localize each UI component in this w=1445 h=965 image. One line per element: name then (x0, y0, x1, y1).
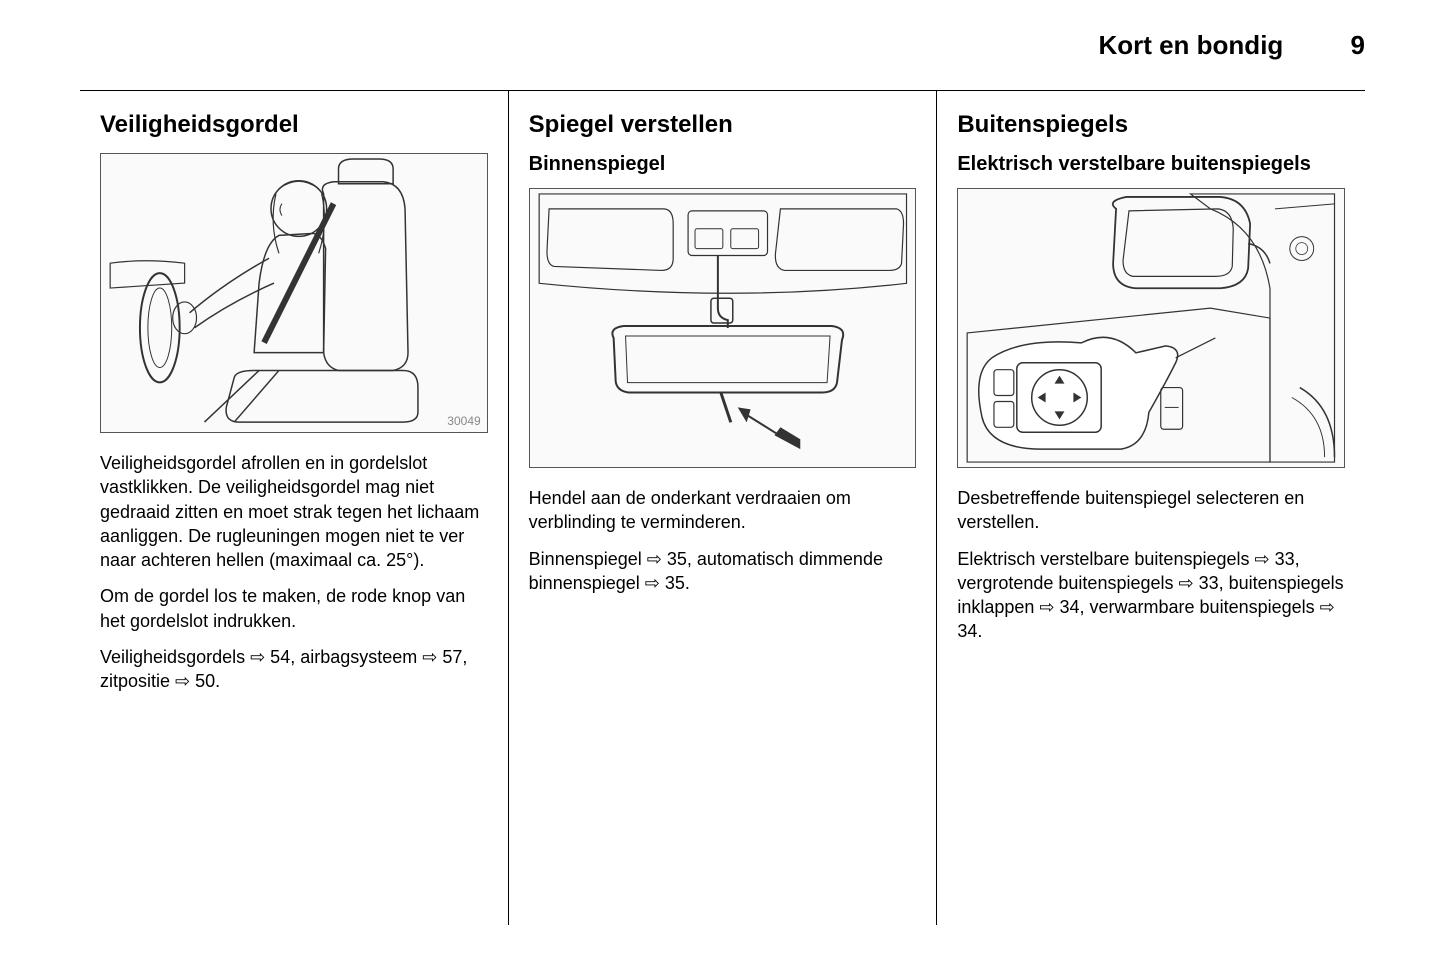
chapter-title: Kort en bondig (1098, 30, 1283, 60)
col3-para2: Elektrisch verstelbare buitenspiegels ⇨ … (957, 547, 1345, 644)
col3-subheading: Elektrisch verstelbare buitenspiegels (957, 153, 1345, 176)
col1-para3: Veiligheidsgordels ⇨ 54, airbagsysteem ⇨… (100, 645, 488, 694)
column-3: Buitenspiegels Elektrisch verstelbare bu… (937, 91, 1365, 925)
col1-para1: Veiligheidsgordel afrollen en in gordels… (100, 451, 488, 572)
exterior-mirror-illustration (957, 188, 1345, 468)
page-number: 9 (1351, 30, 1365, 60)
col3-para1: Desbetreffende buitenspiegel selecteren … (957, 486, 1345, 535)
illustration-id: 30049 (447, 414, 480, 428)
interior-mirror-illustration (529, 188, 917, 468)
col2-subheading: Binnenspiegel (529, 153, 917, 176)
col1-para2: Om de gordel los te maken, de rode knop … (100, 584, 488, 633)
content-area: Veiligheidsgordel (80, 90, 1365, 925)
page-header: Kort en bondig 9 (1098, 30, 1365, 61)
column-2: Spiegel verstellen Binnenspiegel (509, 91, 938, 925)
col2-para2: Binnenspiegel ⇨ 35, automatisch dimmende… (529, 547, 917, 596)
col2-heading: Spiegel verstellen (529, 111, 917, 139)
column-1: Veiligheidsgordel (80, 91, 509, 925)
col2-para1: Hendel aan de onderkant verdraaien om ve… (529, 486, 917, 535)
col1-heading: Veiligheidsgordel (100, 111, 488, 139)
seatbelt-illustration: 30049 (100, 153, 488, 433)
col3-heading: Buitenspiegels (957, 111, 1345, 139)
